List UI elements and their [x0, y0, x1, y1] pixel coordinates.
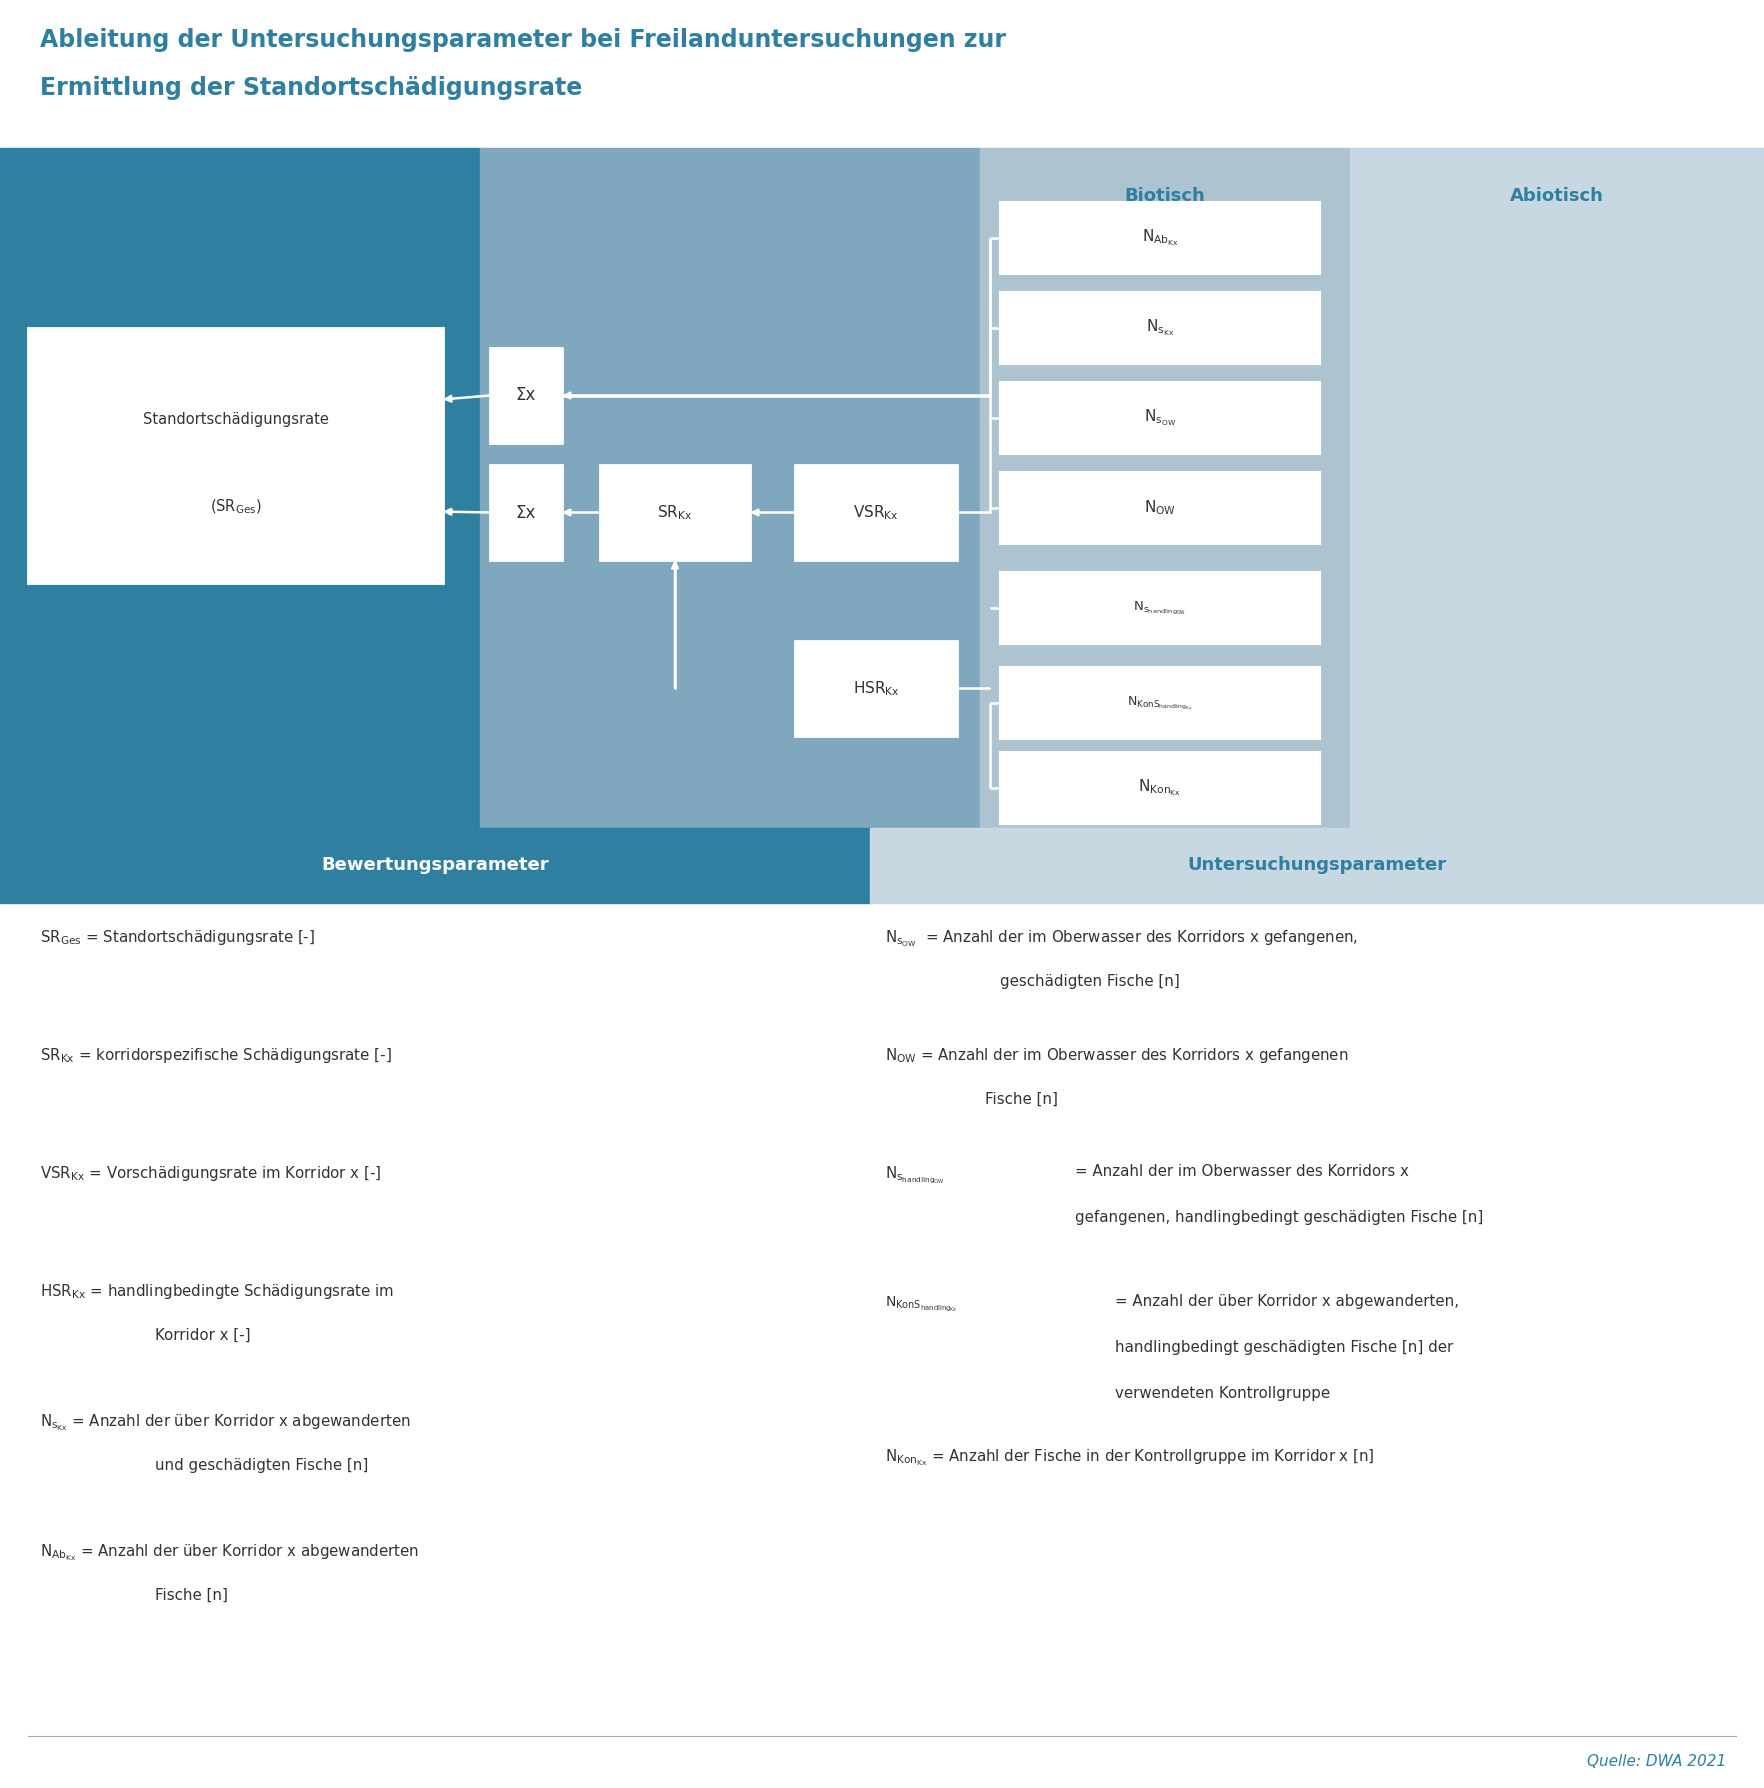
Text: VSR$_\mathregular{Kx}$ = Vorschädigungsrate im Korridor x [-]: VSR$_\mathregular{Kx}$ = Vorschädigungsr…	[41, 1164, 381, 1184]
Text: Fische [n]: Fische [n]	[155, 1588, 228, 1604]
FancyBboxPatch shape	[0, 828, 870, 903]
Text: Ermittlung der Standortschädigungsrate: Ermittlung der Standortschädigungsrate	[41, 77, 582, 100]
Text: Σx: Σx	[515, 504, 536, 522]
FancyBboxPatch shape	[1000, 472, 1319, 544]
Text: Standortschädigungsrate: Standortschädigungsrate	[143, 413, 328, 427]
FancyBboxPatch shape	[981, 148, 1349, 828]
Text: N$_\mathregular{OW}$: N$_\mathregular{OW}$	[1143, 499, 1177, 517]
FancyBboxPatch shape	[1000, 753, 1319, 824]
Text: N$_\mathregular{s_{handling_{OW}}}$: N$_\mathregular{s_{handling_{OW}}}$	[886, 1164, 946, 1185]
Text: HSR$_\mathregular{Kx}$ = handlingbedingte Schädigungsrate im: HSR$_\mathregular{Kx}$ = handlingbedingt…	[41, 1282, 393, 1302]
Text: VSR$_\mathregular{Kx}$: VSR$_\mathregular{Kx}$	[854, 502, 900, 522]
Text: Untersuchungsparameter: Untersuchungsparameter	[1187, 856, 1446, 874]
Text: N$_\mathregular{s_{Kx}}$: N$_\mathregular{s_{Kx}}$	[1147, 318, 1175, 338]
Text: gefangenen, handlingbedingt geschädigten Fische [n]: gefangenen, handlingbedingt geschädigten…	[1074, 1210, 1484, 1225]
Text: geschädigten Fische [n]: geschädigten Fische [n]	[1000, 974, 1180, 989]
FancyBboxPatch shape	[1000, 202, 1319, 274]
Text: HSR$_\mathregular{Kx}$: HSR$_\mathregular{Kx}$	[852, 679, 900, 697]
Text: N$_\mathregular{KonS_{handling_{Kx}}}$: N$_\mathregular{KonS_{handling_{Kx}}}$	[886, 1295, 958, 1312]
FancyBboxPatch shape	[1000, 291, 1319, 365]
Text: Abiotisch: Abiotisch	[1510, 188, 1603, 206]
Text: N$_\mathregular{s_{OW}}$: N$_\mathregular{s_{OW}}$	[1143, 408, 1177, 429]
FancyBboxPatch shape	[1000, 572, 1319, 644]
Text: Korridor x [-]: Korridor x [-]	[155, 1328, 250, 1343]
Text: N$_\mathregular{KonS_{handling_{Kx}}}$: N$_\mathregular{KonS_{handling_{Kx}}}$	[1127, 694, 1192, 712]
Text: und geschädigten Fische [n]: und geschädigten Fische [n]	[155, 1457, 369, 1473]
Text: N$_\mathregular{Ab_{Kx}}$: N$_\mathregular{Ab_{Kx}}$	[1141, 227, 1178, 249]
Text: Biotisch: Biotisch	[1125, 188, 1205, 206]
Text: = Anzahl der über Korridor x abgewanderten,: = Anzahl der über Korridor x abgewandert…	[1115, 1295, 1459, 1309]
FancyBboxPatch shape	[1000, 383, 1319, 454]
FancyBboxPatch shape	[28, 327, 443, 583]
Text: verwendeten Kontrollgruppe: verwendeten Kontrollgruppe	[1115, 1386, 1330, 1402]
Text: N$_\mathregular{Ab_{Kx}}$ = Anzahl der über Korridor x abgewanderten: N$_\mathregular{Ab_{Kx}}$ = Anzahl der ü…	[41, 1541, 420, 1563]
Text: Quelle: DWA 2021: Quelle: DWA 2021	[1588, 1754, 1725, 1768]
Text: = Anzahl der im Oberwasser des Korridors x: = Anzahl der im Oberwasser des Korridors…	[1074, 1164, 1409, 1178]
Text: N$_\mathregular{s_{handling_{OW}}}$: N$_\mathregular{s_{handling_{OW}}}$	[1134, 599, 1187, 617]
Text: Σx: Σx	[515, 386, 536, 404]
FancyBboxPatch shape	[796, 465, 958, 560]
FancyBboxPatch shape	[796, 642, 958, 737]
Text: SR$_\mathregular{Kx}$: SR$_\mathregular{Kx}$	[658, 502, 693, 522]
Text: SR$_\mathregular{Kx}$ = korridorspezifische Schädigungsrate [-]: SR$_\mathregular{Kx}$ = korridorspezifis…	[41, 1046, 392, 1066]
Text: N$_\mathregular{OW}$ = Anzahl der im Oberwasser des Korridors x gefangenen: N$_\mathregular{OW}$ = Anzahl der im Obe…	[886, 1046, 1348, 1066]
Text: N$_\mathregular{s_{Kx}}$ = Anzahl der über Korridor x abgewanderten: N$_\mathregular{s_{Kx}}$ = Anzahl der üb…	[41, 1413, 411, 1432]
FancyBboxPatch shape	[0, 148, 480, 828]
FancyBboxPatch shape	[480, 148, 981, 828]
Text: N$_\mathregular{Kon_{Kx}}$ = Anzahl der Fische in der Kontrollgruppe im Korridor: N$_\mathregular{Kon_{Kx}}$ = Anzahl der …	[886, 1446, 1374, 1468]
Text: N$_\mathregular{Kon_{Kx}}$: N$_\mathregular{Kon_{Kx}}$	[1138, 778, 1182, 797]
Text: Bewertungsparameter: Bewertungsparameter	[321, 856, 549, 874]
FancyBboxPatch shape	[600, 465, 750, 560]
Text: N$_\mathregular{s_{OW}}$  = Anzahl der im Oberwasser des Korridors x gefangenen,: N$_\mathregular{s_{OW}}$ = Anzahl der im…	[886, 928, 1358, 949]
Text: Fische [n]: Fische [n]	[984, 1092, 1058, 1107]
FancyBboxPatch shape	[1349, 148, 1764, 828]
Text: handlingbedingt geschädigten Fische [n] der: handlingbedingt geschädigten Fische [n] …	[1115, 1339, 1454, 1355]
Text: SR$_\mathregular{Ges}$ = Standortschädigungsrate [-]: SR$_\mathregular{Ges}$ = Standortschädig…	[41, 928, 316, 948]
Text: Ableitung der Untersuchungsparameter bei Freilanduntersuchungen zur: Ableitung der Untersuchungsparameter bei…	[41, 29, 1005, 52]
FancyBboxPatch shape	[1000, 667, 1319, 738]
FancyBboxPatch shape	[490, 349, 563, 443]
FancyBboxPatch shape	[870, 828, 1764, 903]
Text: (SR$_\mathregular{Ges}$): (SR$_\mathregular{Ges}$)	[210, 497, 261, 515]
FancyBboxPatch shape	[490, 465, 563, 560]
